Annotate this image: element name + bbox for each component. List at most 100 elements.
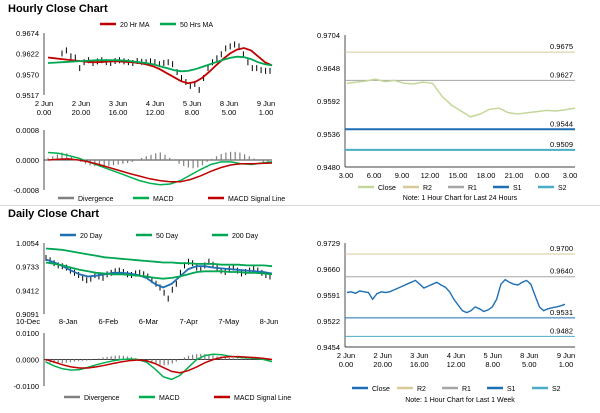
- daily-ma200-line: [45, 247, 273, 268]
- daily-price-x-tick: 6-Feb: [99, 317, 119, 326]
- hourly-pivot-legend-close_hourly: Close: [358, 185, 396, 192]
- legend-label: S2: [558, 185, 567, 192]
- hourly-macd-y-tick: -0.0008: [14, 186, 39, 195]
- daily-macd-legend-signal: MACD Signal Line: [214, 395, 291, 402]
- legend-label: 20 Day: [80, 233, 103, 240]
- daily-price-x-tick: 8-Jan: [59, 317, 78, 326]
- daily-price-y-tick: 1.0054: [16, 239, 39, 248]
- hourly-pivot-legend-r2: R2: [403, 185, 432, 192]
- pivot-level-label: 0.9675: [550, 42, 573, 51]
- legend-label: S1: [513, 185, 522, 192]
- weekly-pivot-x-tick-date: 5 Jun: [484, 351, 502, 360]
- hourly-pivot-x-tick: 9.00: [395, 171, 410, 180]
- weekly-pivot-x-tick-date: 8 Jun: [520, 351, 538, 360]
- hourly-price-y-tick: 0.9517: [16, 91, 39, 100]
- legend-label: MACD: [153, 196, 174, 203]
- weekly-pivot-legend-close_weekly: Close: [352, 386, 390, 393]
- hourly-pivot-x-tick: 15.00: [449, 171, 468, 180]
- legend-label: MACD: [159, 395, 180, 402]
- daily-macd-legend-divergence: Divergence: [64, 395, 120, 402]
- hourly-pivot-x-tick: 12.00: [421, 171, 440, 180]
- pivot-level-label: 0.9640: [550, 267, 573, 276]
- legend-label: S2: [552, 386, 561, 393]
- hourly-macd-legend-macd: MACD: [133, 196, 174, 203]
- daily-macd-y-tick: -0.0100: [14, 382, 39, 391]
- weekly-pivot-x-tick-date: 2 Jun: [374, 351, 392, 360]
- weekly-pivot-x-tick-time: 5.00: [522, 360, 537, 369]
- daily-section-title: Daily Close Chart: [8, 208, 100, 220]
- hourly-price-y-tick: 0.9570: [16, 70, 39, 79]
- hourly-pivot-legend-s2: S2: [538, 185, 567, 192]
- weekly-pivot-y-tick: 0.9454: [317, 343, 340, 352]
- hourly-macd-legend-divergence: Divergence: [58, 196, 114, 203]
- legend-label: Close: [372, 386, 390, 393]
- daily-price-legend-ma20_daily: 20 Day: [60, 233, 103, 240]
- hourly-price-x-tick-time: 16.00: [109, 108, 128, 117]
- hourly-price-x-tick-date: 2 Jun: [72, 99, 90, 108]
- hourly-macd-legend-signal: MACD Signal Line: [208, 196, 285, 203]
- hourly-price-x-tick-time: 1.00: [259, 108, 274, 117]
- hourly-pivot-x-tick: 21.00: [505, 171, 524, 180]
- pivot-level-label: 0.9700: [550, 244, 573, 253]
- hourly-price-x-tick-date: 5 Jun: [183, 99, 201, 108]
- hourly-pivot-x-tick: 18.00: [477, 171, 496, 180]
- pivot-level-label: 0.9509: [550, 140, 573, 149]
- hourly-close-line: [346, 78, 576, 118]
- pivot-level-label: 0.9531: [550, 308, 573, 317]
- weekly-pivot-legend-s1: S1: [487, 386, 516, 393]
- daily-macd-legend-macd: MACD: [139, 395, 180, 402]
- daily-price-legend-ma50: 50 Day: [136, 233, 179, 240]
- daily-macd-y-tick: 0.0100: [16, 329, 39, 338]
- weekly-pivot-x-tick-time: 0.00: [339, 360, 354, 369]
- hourly-pivot-x-tick: 3.00: [563, 171, 578, 180]
- legend-label: MACD Signal Line: [228, 196, 285, 203]
- hourly-pivot-y-tick: 0.9648: [317, 64, 340, 73]
- hourly-price-y-tick: 0.9674: [16, 29, 39, 38]
- daily-macd-y-tick: 0.0000: [16, 356, 39, 365]
- hourly-macd-y-tick: 0.0000: [16, 156, 39, 165]
- hourly-pivot-legend-s1: S1: [493, 185, 522, 192]
- daily-price-legend-ma200: 200 Day: [212, 233, 259, 240]
- weekly-pivot-legend-s2: S2: [532, 386, 561, 393]
- hourly-pivot-y-tick: 0.9480: [317, 163, 340, 172]
- daily-price-x-tick: 6-Mar: [139, 317, 159, 326]
- weekly-pivot-legend-r1: R1: [442, 386, 471, 393]
- hourly-pivot-y-tick: 0.9704: [317, 31, 340, 40]
- hourly-macd-y-tick: 0.0008: [16, 126, 39, 135]
- daily-price-y-tick: 0.9412: [16, 286, 39, 295]
- daily-price-x-tick: 7-May: [218, 317, 239, 326]
- daily-ma20_daily-line: [45, 258, 273, 289]
- legend-label: R1: [468, 185, 477, 192]
- legend-label: Divergence: [78, 196, 114, 203]
- hourly-price-x-tick-time: 12.00: [146, 108, 165, 117]
- weekly-pivot-legend-r2: R2: [397, 386, 426, 393]
- legend-label: 20 Hr MA: [120, 22, 150, 29]
- legend-label: Divergence: [84, 395, 120, 402]
- weekly-pivot-y-tick: 0.9660: [317, 265, 340, 274]
- legend-label: 50 Day: [156, 233, 179, 240]
- hourly-price-legend-ma50: 50 Hrs MA: [160, 22, 213, 29]
- hourly-section-title: Hourly Close Chart: [8, 3, 108, 15]
- weekly-pivot-x-tick-date: 9 Jun: [557, 351, 575, 360]
- pivot-level-label: 0.9627: [550, 70, 573, 79]
- hourly-pivot-x-tick: 6.00: [367, 171, 382, 180]
- hourly-price-x-tick-date: 2 Jun: [35, 99, 53, 108]
- weekly-pivot-note: Note: 1 Hour Chart for Last 1 Week: [405, 397, 515, 404]
- hourly-pivot-legend-r1: R1: [448, 185, 477, 192]
- weekly-pivot-x-tick-time: 16.00: [410, 360, 429, 369]
- daily-price-y-tick: 0.9091: [16, 310, 39, 319]
- weekly-pivot-x-tick-time: 1.00: [559, 360, 574, 369]
- pivot-level-label: 0.9544: [550, 119, 573, 128]
- daily-signal-line: [45, 355, 273, 374]
- weekly-pivot-x-tick-time: 20.00: [373, 360, 392, 369]
